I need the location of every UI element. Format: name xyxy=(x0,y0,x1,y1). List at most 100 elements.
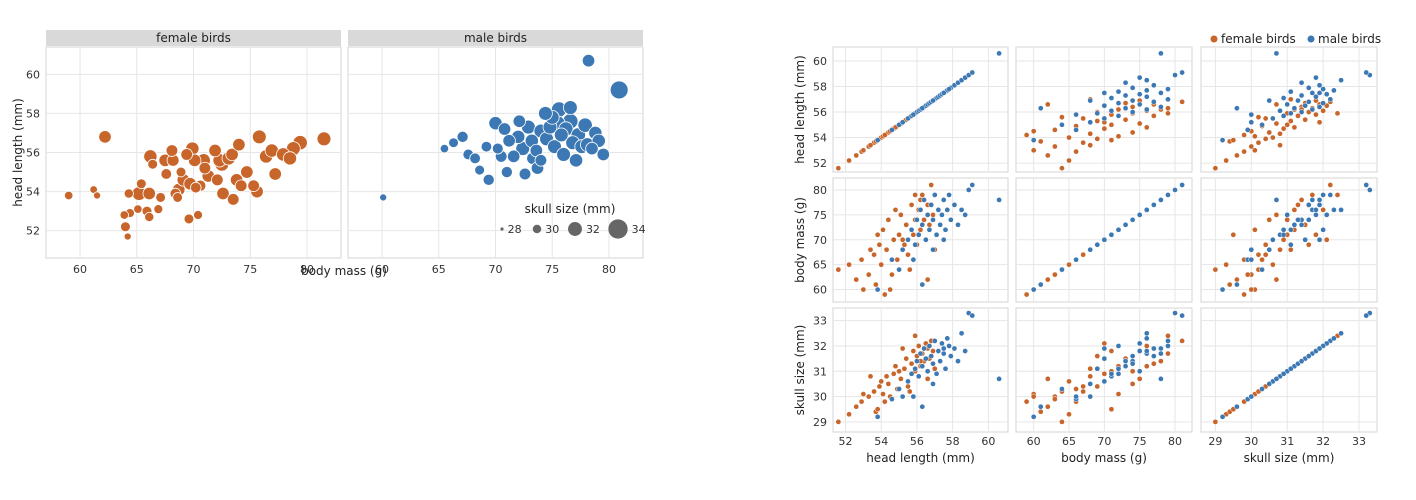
data-point xyxy=(1101,370,1108,377)
size-legend-title: skull size (mm) xyxy=(525,202,616,216)
data-point xyxy=(1266,216,1273,223)
data-point xyxy=(1143,93,1150,100)
data-point xyxy=(874,137,881,143)
data-point xyxy=(268,167,282,181)
data-point xyxy=(1327,192,1334,198)
y-tick-label: 31 xyxy=(813,365,827,378)
y-tick-label: 30 xyxy=(813,391,827,404)
data-point xyxy=(175,166,187,178)
data-point xyxy=(1234,152,1240,159)
data-point xyxy=(1234,281,1240,288)
data-point xyxy=(1280,113,1287,119)
data-point xyxy=(1262,251,1269,258)
data-point xyxy=(919,281,926,288)
data-point xyxy=(1316,236,1323,243)
data-point xyxy=(1158,90,1164,96)
data-point xyxy=(1087,119,1094,126)
data-point xyxy=(1316,202,1323,208)
data-point xyxy=(1259,266,1265,273)
data-point xyxy=(894,256,901,263)
data-point xyxy=(1150,360,1157,367)
data-point xyxy=(955,221,961,228)
data-point xyxy=(1150,98,1157,105)
data-point xyxy=(1129,381,1136,387)
data-point xyxy=(1295,216,1301,223)
data-point xyxy=(896,368,902,375)
data-point xyxy=(581,54,596,68)
data-point xyxy=(1150,113,1157,119)
data-point xyxy=(1158,358,1164,364)
data-point xyxy=(1212,419,1219,425)
data-point xyxy=(155,192,166,203)
legend-symbol xyxy=(1210,35,1218,43)
data-point xyxy=(835,419,842,425)
data-point xyxy=(1280,231,1287,238)
data-point xyxy=(518,167,532,181)
data-point xyxy=(903,355,910,362)
data-point xyxy=(1287,110,1294,117)
data-point xyxy=(996,50,1002,57)
y-tick-label: 60 xyxy=(813,55,827,68)
data-point xyxy=(905,236,911,243)
data-point xyxy=(180,148,193,161)
data-point xyxy=(1234,105,1240,112)
x-tick-label: 60 xyxy=(73,263,87,276)
data-point xyxy=(1101,90,1108,96)
data-point xyxy=(939,340,945,347)
data-point xyxy=(193,210,203,220)
data-point xyxy=(860,286,867,293)
data-point xyxy=(901,365,908,372)
data-point xyxy=(889,127,895,133)
data-point xyxy=(1165,192,1171,198)
y-axis-title: skull size (mm) xyxy=(793,325,807,416)
data-point xyxy=(93,191,102,200)
data-point xyxy=(1087,97,1094,104)
data-point xyxy=(996,376,1002,382)
data-point xyxy=(1044,101,1051,108)
data-point xyxy=(1248,246,1255,253)
data-point xyxy=(1136,212,1143,218)
data-point xyxy=(846,261,852,268)
data-point xyxy=(1023,398,1030,405)
legend-label: male birds xyxy=(1318,32,1381,46)
data-point xyxy=(896,266,902,273)
data-point xyxy=(912,192,918,198)
data-point xyxy=(1291,105,1298,112)
data-point xyxy=(948,216,954,223)
facet-label: male birds xyxy=(464,31,527,45)
data-point xyxy=(1030,413,1037,420)
data-point xyxy=(1037,408,1044,415)
data-point xyxy=(1150,353,1157,359)
data-point xyxy=(1338,207,1344,213)
data-point xyxy=(889,396,895,402)
data-point xyxy=(1320,107,1326,114)
data-point xyxy=(1059,419,1065,425)
data-point xyxy=(880,226,886,233)
data-point xyxy=(928,182,935,188)
data-point xyxy=(172,192,183,203)
data-point xyxy=(1223,261,1229,268)
data-point xyxy=(835,266,842,273)
data-point xyxy=(899,393,906,400)
data-point xyxy=(1302,116,1309,123)
data-point xyxy=(1320,226,1326,233)
data-point xyxy=(860,147,867,154)
data-point xyxy=(1248,393,1255,400)
data-point xyxy=(1255,139,1262,146)
data-point xyxy=(1073,256,1079,263)
data-point xyxy=(1136,101,1143,108)
x-tick-label: 70 xyxy=(489,263,503,276)
data-point xyxy=(1143,87,1150,94)
data-point xyxy=(930,348,936,354)
data-point xyxy=(919,192,926,198)
data-point xyxy=(1241,132,1247,138)
data-point xyxy=(1094,365,1101,372)
data-point xyxy=(1087,142,1094,149)
data-point xyxy=(1108,121,1115,128)
x-tick-label: 32 xyxy=(1316,435,1330,448)
data-point xyxy=(1287,246,1294,253)
data-point xyxy=(247,179,260,192)
data-point xyxy=(1316,345,1323,352)
data-point xyxy=(905,383,911,390)
data-point xyxy=(1115,113,1122,119)
